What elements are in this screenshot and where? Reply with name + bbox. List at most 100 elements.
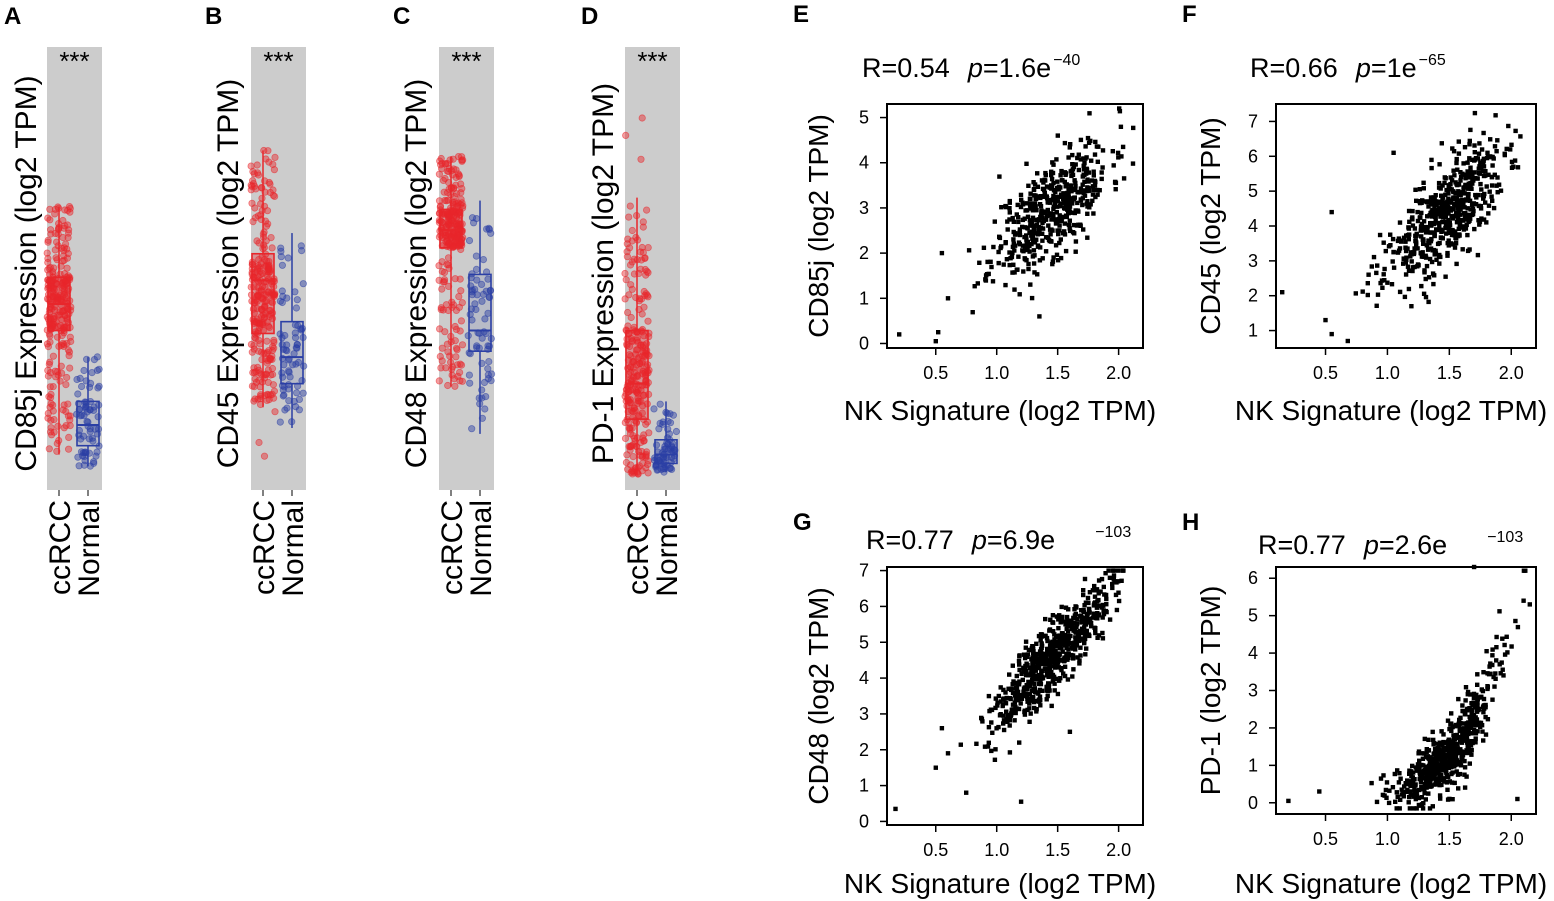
data-point: [625, 244, 634, 252]
data-point: [1509, 159, 1515, 165]
data-point: [1120, 568, 1125, 573]
data-point: [268, 364, 277, 373]
data-point: [1023, 639, 1029, 644]
data-point: [1073, 239, 1079, 244]
data-point: [1062, 140, 1068, 146]
data-point: [1446, 183, 1451, 188]
data-point: [1092, 594, 1098, 599]
data-point: [1389, 282, 1395, 287]
data-point: [1419, 283, 1424, 289]
data-point: [1465, 232, 1470, 238]
data-point: [966, 248, 972, 253]
x-tick-label: Normal: [651, 500, 684, 597]
data-point: [457, 195, 465, 203]
data-point: [1030, 675, 1036, 680]
data-point: [1027, 196, 1033, 202]
data-point: [1452, 780, 1457, 786]
data-point: [1439, 141, 1444, 146]
data-point: [1021, 665, 1026, 670]
data-point: [49, 407, 57, 415]
data-point: [1099, 176, 1104, 182]
data-point: [269, 394, 278, 402]
data-point: [1406, 225, 1411, 230]
data-point: [1003, 282, 1008, 288]
data-point: [448, 298, 456, 306]
data-point: [1428, 784, 1433, 789]
data-point: [46, 216, 54, 224]
data-point: [45, 445, 53, 453]
data-point: [452, 306, 460, 314]
data-point: [1062, 664, 1068, 669]
significance-label: ***: [451, 46, 481, 76]
y-tick-label: 5: [859, 108, 869, 128]
data-point: [1390, 236, 1396, 242]
data-point: [75, 462, 83, 470]
data-point: [1073, 184, 1078, 189]
data-point: [1079, 608, 1084, 613]
data-point: [260, 452, 269, 460]
data-point: [1410, 215, 1415, 220]
data-point: [1472, 739, 1477, 745]
data-point: [1044, 184, 1050, 189]
data-point: [996, 249, 1001, 255]
data-point: [1469, 202, 1475, 207]
data-point: [626, 424, 634, 432]
data-point: [669, 411, 678, 419]
data-point: [1077, 661, 1082, 666]
data-point: [1487, 189, 1492, 194]
data-point: [1384, 780, 1390, 785]
boxplot-panel-d: D***PD-1 Expression (log2 TPM)ccRCCNorma…: [581, 3, 684, 597]
p-value: =6.9e: [987, 525, 1055, 555]
data-point: [1038, 638, 1043, 643]
data-point: [1097, 188, 1102, 193]
data-point: [277, 247, 285, 255]
data-point: [1056, 187, 1061, 192]
data-point: [1447, 779, 1452, 784]
data-point: [56, 270, 64, 278]
data-point: [253, 297, 261, 305]
data-point: [638, 114, 646, 122]
data-point: [1463, 210, 1468, 216]
data-point: [58, 307, 66, 316]
data-point: [1447, 748, 1452, 753]
data-point: [455, 292, 463, 301]
data-point: [80, 366, 88, 375]
data-point: [1424, 778, 1429, 784]
data-point: [1031, 237, 1036, 242]
data-point: [270, 338, 278, 346]
data-point: [979, 715, 984, 721]
scatter-points: [1280, 110, 1523, 344]
data-point: [1101, 584, 1106, 590]
data-point: [1468, 692, 1473, 697]
data-point: [278, 261, 286, 269]
data-point: [974, 741, 979, 746]
data-point: [1449, 232, 1455, 238]
data-point: [643, 291, 651, 299]
data-point: [1035, 272, 1040, 277]
data-point: [1079, 620, 1084, 625]
p-symbol: p: [971, 525, 987, 555]
data-point: [1440, 197, 1445, 202]
data-point: [1515, 796, 1520, 802]
x-axis-label: NK Signature (log2 TPM): [1235, 395, 1547, 426]
data-point: [1421, 180, 1426, 185]
data-point: [54, 242, 62, 250]
data-point: [1475, 252, 1481, 258]
data-point: [1502, 151, 1507, 156]
data-point: [1456, 182, 1462, 187]
data-point: [1483, 714, 1488, 720]
data-point: [1131, 125, 1136, 131]
data-point: [1407, 219, 1412, 224]
data-point: [283, 294, 291, 302]
data-point: [66, 333, 74, 341]
data-point: [632, 293, 640, 302]
data-point: [93, 448, 101, 456]
data-point: [1375, 263, 1380, 268]
data-point: [628, 258, 636, 266]
p-exponent: −103: [1095, 524, 1131, 541]
y-tick-label: 6: [1248, 146, 1258, 166]
data-point: [1460, 247, 1465, 252]
data-point: [444, 196, 452, 204]
data-point: [644, 244, 652, 252]
data-point: [1475, 697, 1480, 702]
